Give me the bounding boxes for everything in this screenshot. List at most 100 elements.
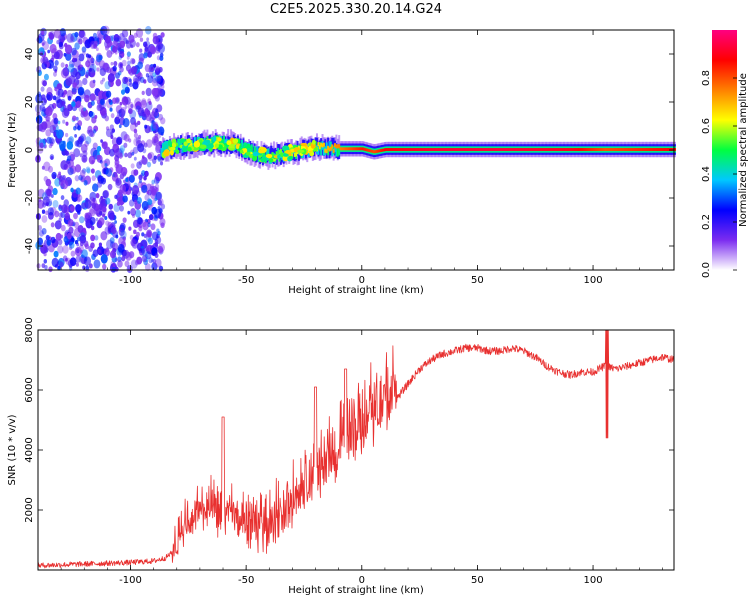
noise-dot	[151, 262, 158, 271]
ridge-cell	[497, 148, 500, 151]
ridge-cell	[317, 142, 320, 147]
ridge-cell	[160, 150, 163, 155]
noise-dot	[105, 128, 113, 138]
ridge-cell	[395, 148, 398, 151]
ridge-cell	[239, 144, 242, 154]
ridge-cell	[458, 148, 461, 151]
ridge-cell	[264, 145, 267, 161]
ridge-cell	[644, 148, 647, 151]
noise-dot	[66, 155, 72, 162]
snr-x-label: Height of straight line (km)	[288, 585, 424, 596]
ridge-cell	[536, 148, 539, 151]
noise-dot	[128, 138, 132, 143]
noise-dot	[70, 187, 74, 193]
ridge-cell	[608, 148, 611, 151]
ridge-cell	[594, 148, 597, 151]
noise-dot	[111, 45, 118, 53]
noise-dot	[70, 47, 77, 56]
noise-dot	[123, 179, 126, 184]
noise-dot	[104, 35, 111, 44]
noise-dot	[132, 81, 139, 90]
noise-dot	[145, 73, 150, 78]
ridge-cell	[327, 146, 330, 156]
ridge-cell	[589, 148, 592, 151]
noise-dot	[119, 205, 124, 212]
noise-dot	[127, 101, 134, 111]
noise-dot	[102, 141, 108, 149]
ridge-cell	[503, 148, 506, 151]
noise-dot	[75, 255, 82, 263]
noise-dot	[61, 100, 66, 106]
noise-dot	[41, 263, 46, 269]
noise-dot	[158, 113, 164, 121]
y-tick-label: 8000	[24, 317, 35, 342]
ridge-cell	[338, 144, 341, 149]
colorbar-tick-label: 0.4	[701, 166, 712, 182]
noise-dot	[107, 73, 115, 83]
ridge-cell	[442, 148, 445, 151]
noise-dot	[95, 193, 100, 199]
ridge-cell	[488, 148, 491, 151]
ridge-cell	[579, 148, 582, 151]
noise-dot	[84, 199, 92, 209]
noise-dot	[78, 38, 83, 45]
y-tick-label: 2000	[24, 497, 35, 522]
noise-dot	[115, 72, 120, 79]
ridge-blob	[252, 154, 258, 162]
noise-dot	[91, 61, 95, 66]
ridge-cell	[320, 146, 323, 156]
noise-dot	[146, 231, 152, 237]
ridge-cell	[307, 149, 310, 154]
ridge-cell	[353, 147, 356, 151]
ridge-cell	[451, 148, 454, 151]
noise-dot	[128, 78, 132, 83]
ridge-cell	[624, 148, 627, 151]
noise-dot	[41, 39, 46, 46]
noise-dot	[54, 210, 60, 218]
noise-dot	[69, 241, 75, 249]
noise-dot	[102, 263, 107, 270]
noise-dot	[40, 244, 48, 254]
noise-dot	[120, 106, 127, 115]
noise-dot	[146, 37, 150, 42]
noise-dot	[107, 183, 113, 191]
ridge-cell	[392, 148, 395, 151]
noise-dot	[118, 152, 123, 159]
ridge-cell	[404, 148, 407, 151]
noise-dot	[122, 236, 127, 241]
noise-dot	[139, 37, 144, 42]
noise-dot	[89, 80, 96, 89]
noise-dot	[72, 82, 77, 89]
noise-dot	[115, 78, 122, 87]
noise-dot	[107, 221, 113, 228]
noise-dot	[131, 58, 136, 64]
noise-dot	[65, 150, 69, 156]
ridge-cell	[657, 148, 660, 151]
ridge-cell	[662, 148, 665, 151]
noise-dot	[46, 136, 52, 144]
ridge-cell	[632, 148, 635, 151]
noise-dot	[106, 50, 113, 58]
noise-dot	[154, 67, 161, 75]
ridge-cell	[646, 148, 649, 151]
noise-dot	[109, 107, 113, 112]
ridge-cell	[327, 137, 330, 153]
noise-dot	[117, 243, 125, 253]
noise-dot	[130, 163, 135, 169]
noise-dot	[101, 206, 107, 213]
ridge-cell	[485, 148, 488, 151]
noise-dot	[88, 263, 93, 269]
noise-dot	[51, 257, 59, 268]
noise-dot	[121, 29, 129, 38]
ridge-cell	[220, 138, 223, 143]
noise-dot	[45, 178, 52, 187]
noise-dot	[109, 237, 115, 244]
ridge-cell	[674, 148, 676, 151]
noise-dot	[67, 161, 71, 166]
ridge-cell	[568, 148, 571, 151]
ridge-cell	[377, 149, 380, 153]
noise-dot	[65, 121, 69, 126]
noise-dot	[113, 60, 118, 67]
noise-dot	[40, 86, 45, 92]
ridge-cell	[574, 148, 577, 151]
